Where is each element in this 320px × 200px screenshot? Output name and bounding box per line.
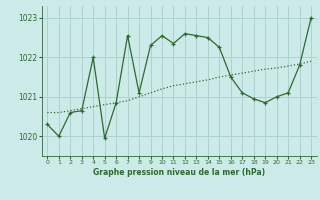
X-axis label: Graphe pression niveau de la mer (hPa): Graphe pression niveau de la mer (hPa) xyxy=(93,168,265,177)
